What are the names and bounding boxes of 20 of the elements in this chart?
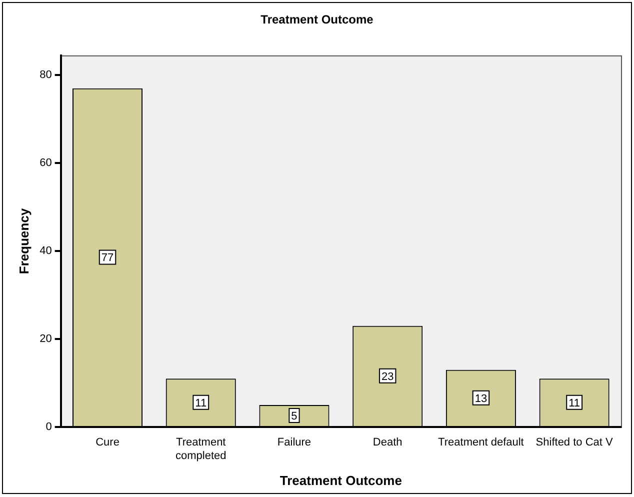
y-tick-label: 20	[40, 333, 52, 346]
y-tick-label: 60	[40, 157, 52, 170]
x-tick-label: Death	[372, 436, 402, 449]
x-tick-label: Treatment completed	[175, 436, 226, 462]
chart-title: Treatment Outcome	[260, 12, 374, 27]
data-label: 13	[474, 392, 488, 405]
y-tick-label: 40	[40, 245, 52, 258]
data-label: 23	[381, 370, 394, 383]
y-tick-label: 0	[46, 421, 52, 434]
data-label: 5	[291, 410, 298, 423]
y-axis-title: Frequency	[16, 208, 32, 274]
x-tick-label: Shifted to Cat V	[536, 436, 614, 449]
x-tick-label: Treatment default	[438, 436, 524, 449]
data-label: 11	[568, 397, 580, 410]
x-tick-label: Failure	[277, 436, 312, 449]
data-label: 11	[195, 397, 207, 410]
y-tick-label: 80	[40, 69, 52, 82]
x-axis-title: Treatment Outcome	[280, 472, 402, 488]
x-tick-label: Cure	[96, 436, 120, 449]
data-label: 77	[101, 252, 114, 264]
